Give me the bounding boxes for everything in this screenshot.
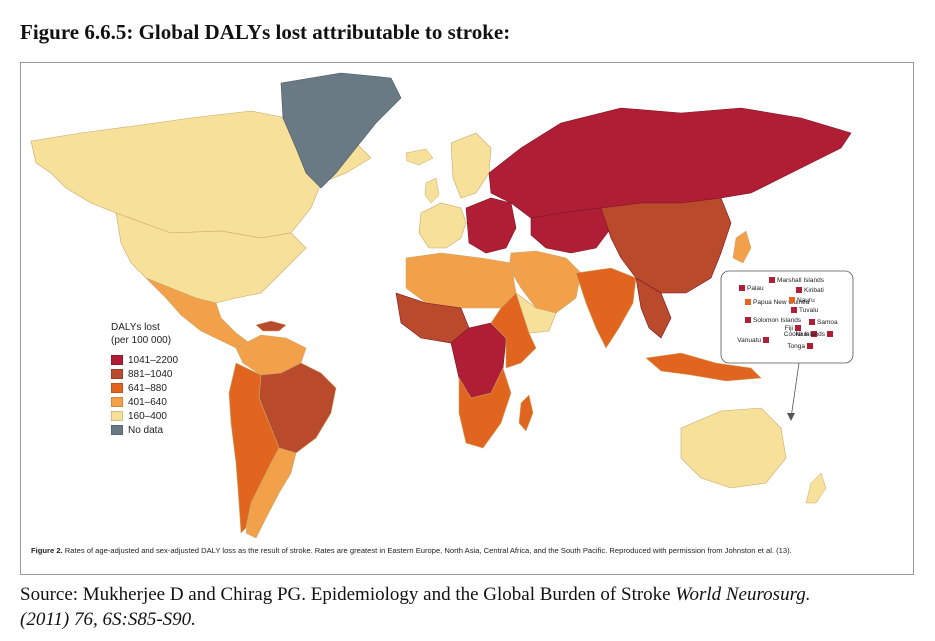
region-china bbox=[600, 197, 732, 294]
pacific-island-label: Solomon Islands bbox=[753, 317, 802, 324]
figure-frame: Marshall Islands Palau Kiribati Papua New G… bbox=[20, 62, 914, 575]
legend-item: No data bbox=[111, 423, 178, 437]
map-legend: DALYs lost (per 100 000) 1041–2200 881–1… bbox=[111, 321, 178, 437]
pacific-island-marker bbox=[789, 297, 795, 303]
pacific-island-marker bbox=[827, 331, 833, 337]
legend-label: 160–400 bbox=[128, 410, 167, 422]
pacific-island-marker bbox=[795, 325, 801, 331]
legend-swatch bbox=[111, 369, 123, 379]
pacific-island-marker bbox=[796, 287, 802, 293]
source-details: (2011) 76, 6S:S85-S90. bbox=[20, 609, 196, 630]
caption-label: Figure 2. bbox=[31, 546, 63, 555]
pacific-island-label: Tonga bbox=[787, 343, 805, 350]
legend-label: 401–640 bbox=[128, 396, 167, 408]
legend-label: 641–880 bbox=[128, 382, 167, 394]
region-greenland bbox=[280, 72, 402, 189]
legend-swatch bbox=[111, 355, 123, 365]
pacific-island-label: Papua New Guinea bbox=[753, 299, 810, 306]
pacific-island-marker bbox=[769, 277, 775, 283]
pacific-inset-arrowhead bbox=[787, 413, 795, 421]
region-eastern-europe bbox=[465, 197, 517, 254]
pacific-island-marker bbox=[809, 319, 815, 325]
pacific-inset: Marshall Islands Palau Kiribati Papua New G… bbox=[720, 270, 854, 421]
legend-label: 1041–2200 bbox=[128, 354, 179, 366]
region-east-africa bbox=[490, 292, 537, 369]
legend-label: 881–1040 bbox=[128, 368, 173, 380]
region-argentina bbox=[245, 447, 297, 539]
region-japan bbox=[732, 230, 752, 264]
legend-subtitle: (per 100 000) bbox=[111, 335, 172, 346]
pacific-island-label: Vanuatu bbox=[737, 337, 761, 344]
region-middle-east bbox=[508, 250, 582, 314]
region-southern-africa bbox=[458, 367, 512, 449]
pacific-island-label: Cooke Islands bbox=[784, 331, 826, 338]
pacific-island-label: Kiribati bbox=[804, 287, 824, 294]
source-prefix: Source: Mukherjee D and Chirag PG. Epide… bbox=[20, 584, 676, 605]
region-alaska-canada bbox=[30, 110, 372, 239]
region-russia bbox=[488, 107, 852, 219]
pacific-island-label: Tuvalu bbox=[799, 307, 819, 314]
pacific-island-label: Nauru bbox=[797, 297, 815, 304]
legend-item: 160–400 bbox=[111, 409, 178, 423]
region-uk bbox=[424, 177, 440, 204]
region-north-africa bbox=[405, 252, 517, 309]
region-southeast-asia bbox=[635, 277, 672, 339]
page-title: Figure 6.6.5: Global DALYs lost attribut… bbox=[20, 20, 511, 44]
pacific-island-marker bbox=[791, 307, 797, 313]
source-journal: World Neurosurg. bbox=[675, 584, 811, 605]
legend-swatch bbox=[111, 425, 123, 435]
region-caribbean bbox=[255, 320, 287, 332]
caption-text: Rates of age-adjusted and sex-adjusted D… bbox=[64, 546, 792, 555]
legend-label: No data bbox=[128, 424, 164, 436]
legend-title: DALYs lost bbox=[111, 322, 160, 333]
world-map: Marshall Islands Palau Kiribati Papua New G… bbox=[30, 72, 854, 539]
region-australia bbox=[680, 407, 787, 489]
legend-swatch bbox=[111, 411, 123, 421]
source-citation: Source: Mukherjee D and Chirag PG. Epide… bbox=[20, 582, 925, 632]
region-scandinavia bbox=[450, 132, 492, 199]
region-indonesia bbox=[645, 352, 762, 382]
pacific-island-label: Fiji bbox=[785, 325, 793, 332]
pacific-island-label: Niue bbox=[796, 331, 810, 338]
pacific-island-marker bbox=[745, 317, 751, 323]
pacific-inset-pointer bbox=[790, 362, 800, 419]
legend-item: 881–1040 bbox=[111, 367, 178, 381]
pacific-island-marker bbox=[739, 285, 745, 291]
pacific-island-label: Marshall Islands bbox=[777, 277, 825, 284]
legend-item: 401–640 bbox=[111, 395, 178, 409]
pacific-inset-box bbox=[720, 270, 854, 364]
pacific-island-marker bbox=[811, 331, 817, 337]
pacific-island-marker bbox=[807, 343, 813, 349]
pacific-island-label: Palau bbox=[747, 285, 764, 292]
region-usa bbox=[115, 212, 307, 304]
legend-item: 641–880 bbox=[111, 381, 178, 395]
pacific-island-label: Samoa bbox=[817, 319, 838, 326]
region-new-zealand bbox=[805, 472, 827, 504]
region-central-asia bbox=[530, 207, 612, 254]
legend-item: 1041–2200 bbox=[111, 353, 178, 367]
region-western-europe bbox=[418, 202, 467, 249]
legend-swatch bbox=[111, 397, 123, 407]
figure-caption: Figure 2. Rates of age-adjusted and sex-… bbox=[31, 546, 901, 556]
region-india bbox=[575, 267, 637, 349]
region-madagascar bbox=[518, 394, 534, 432]
pacific-island-marker bbox=[745, 299, 751, 305]
pacific-island-marker bbox=[763, 337, 769, 343]
legend-swatch bbox=[111, 383, 123, 393]
region-iceland bbox=[405, 148, 434, 166]
